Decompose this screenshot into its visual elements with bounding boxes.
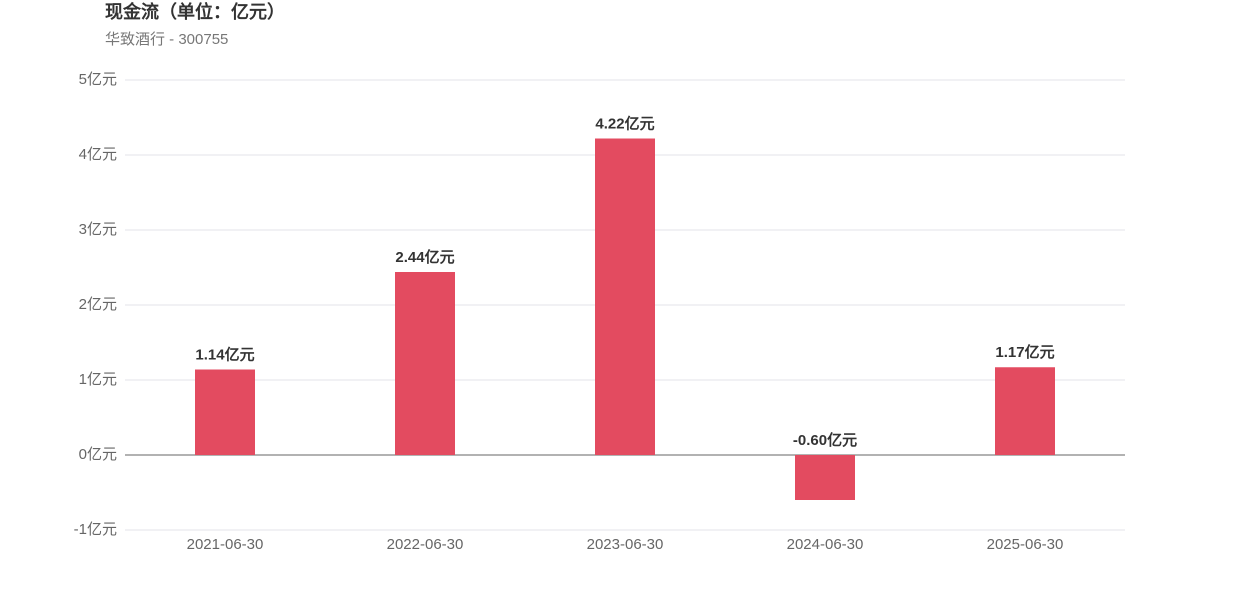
value-label: 1.17亿元	[995, 343, 1054, 361]
y-tick-label: 5亿元	[79, 71, 117, 88]
bar	[795, 455, 855, 500]
chart-title: 现金流（单位：亿元）	[105, 1, 285, 22]
y-tick-label: 4亿元	[79, 146, 117, 163]
x-tick-label: 2023-06-30	[587, 536, 664, 553]
x-tick-label: 2025-06-30	[987, 536, 1064, 553]
x-tick-label: 2022-06-30	[387, 536, 464, 553]
value-label: 4.22亿元	[595, 114, 654, 132]
chart-subtitle: 华致酒行 - 300755	[105, 31, 228, 48]
y-tick-label: 1亿元	[79, 371, 117, 388]
bar	[595, 138, 655, 455]
y-tick-label: 2亿元	[79, 296, 117, 313]
value-label: -0.60亿元	[793, 431, 857, 449]
y-tick-label: 3亿元	[79, 221, 117, 238]
x-tick-label: 2021-06-30	[187, 536, 264, 553]
value-label: 2.44亿元	[395, 248, 454, 266]
x-tick-label: 2024-06-30	[787, 536, 864, 553]
bar	[395, 272, 455, 455]
y-tick-label: -1亿元	[74, 521, 117, 538]
y-tick-label: 0亿元	[79, 446, 117, 463]
bar	[995, 367, 1055, 455]
value-label: 1.14亿元	[195, 345, 254, 363]
bar	[195, 369, 255, 455]
